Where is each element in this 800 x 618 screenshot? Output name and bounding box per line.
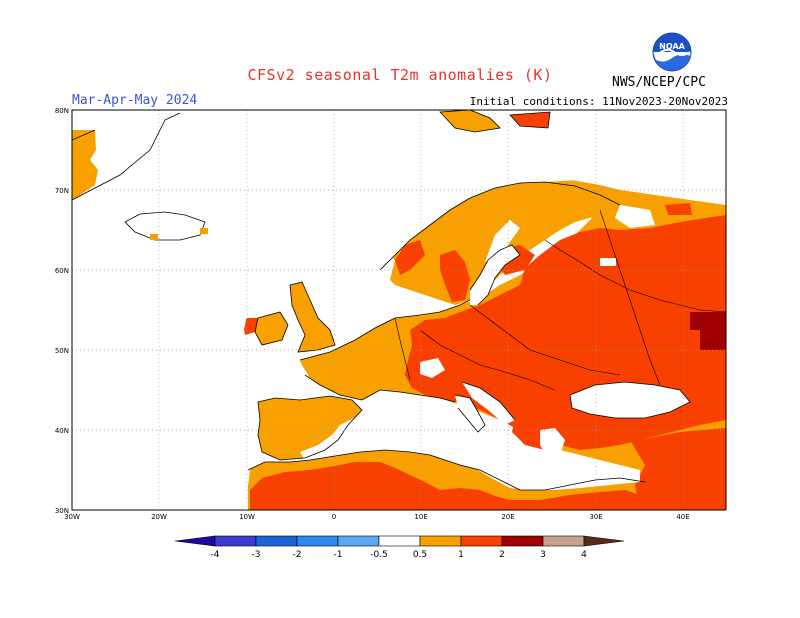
norwegian-sea: [210, 125, 540, 275]
legend-arrow-right: [583, 535, 625, 547]
legend-swatch: [255, 535, 298, 547]
middle-east-red: [630, 438, 726, 510]
lon-labels: 30W 20W 10W 0 10E 20E 30E 40E: [64, 513, 690, 521]
franz-josef: [510, 112, 550, 128]
north-africa-red: [250, 462, 640, 510]
legend-tick: 4: [581, 550, 587, 560]
legend-ticks: -4 -3 -2 -1 -0.5 0.5 1 2 3 4: [211, 550, 588, 560]
atlantic: [72, 250, 255, 510]
lon-label: 0: [332, 513, 336, 521]
adriatic: [462, 382, 515, 425]
map-title: CFSv2 seasonal T2m anomalies (K): [247, 66, 553, 84]
legend-tick: 0.5: [413, 550, 427, 560]
legend-swatch: [214, 535, 257, 547]
lat-label: 80N: [55, 107, 69, 115]
lon-label: 10W: [239, 513, 255, 521]
north-sea: [330, 245, 395, 325]
lat-label: 30N: [55, 507, 69, 515]
lon-label: 30W: [64, 513, 80, 521]
great-britain: [290, 282, 335, 352]
greenland-coast: [72, 112, 181, 201]
lon-label: 20E: [501, 513, 514, 521]
legend-swatch: [378, 535, 421, 547]
black-sea: [570, 382, 690, 418]
lat-label: 60N: [55, 267, 69, 275]
initial-conditions: Initial conditions: 11Nov2023-20Nov2023: [469, 95, 728, 108]
svalbard: [440, 110, 500, 132]
noaa-logo-icon: NOAA: [652, 32, 692, 72]
legend-swatch: [501, 535, 544, 547]
legend-tick: -3: [252, 550, 261, 560]
legend-tick: 2: [499, 550, 505, 560]
barents-sea: [540, 110, 726, 198]
lon-label: 10E: [414, 513, 427, 521]
lat-label: 40N: [55, 427, 69, 435]
iberia: [258, 396, 362, 460]
legend-swatch: [337, 535, 380, 547]
ireland: [255, 312, 288, 345]
legend-colorbar: [174, 535, 625, 547]
lat-label: 50N: [55, 347, 69, 355]
anomaly-1-2-north: [395, 240, 425, 275]
lon-label: 20W: [151, 513, 167, 521]
mediterranean-west: [300, 400, 640, 490]
sea-white-1: [600, 258, 616, 266]
legend-swatch: [419, 535, 462, 547]
greenland: [72, 130, 98, 200]
logo-text: NOAA: [659, 42, 685, 51]
anomaly-1-2-scand: [440, 250, 470, 302]
legend-tick: 1: [458, 550, 464, 560]
gridlines: [72, 110, 726, 510]
ireland-west: [242, 318, 258, 335]
legend-swatch: [542, 535, 585, 547]
agency-label: NWS/NCEP/CPC: [612, 75, 706, 90]
legend-tick: -2: [293, 550, 302, 560]
gulf-of-bothnia: [485, 220, 520, 262]
anomaly-1-2-arctic: [665, 203, 692, 215]
legend-arrow-left: [174, 535, 216, 547]
season-label: Mar-Apr-May 2024: [72, 93, 198, 108]
italy-white: [455, 395, 485, 432]
lon-label: 30E: [589, 513, 602, 521]
aegean: [540, 428, 565, 458]
legend-tick: -1: [334, 550, 343, 560]
baltic-sea: [470, 245, 520, 305]
white-sea: [615, 205, 655, 228]
anomaly-2-3: [690, 312, 726, 350]
bay-of-biscay: [262, 360, 320, 398]
legend-tick: -0.5: [370, 550, 388, 560]
legend-tick: 3: [540, 550, 546, 560]
lat-label: 70N: [55, 187, 69, 195]
lon-label: 40E: [676, 513, 689, 521]
coastlines: [247, 110, 726, 491]
alps-white: [420, 358, 445, 378]
legend-swatch: [296, 535, 339, 547]
legend-swatch: [460, 535, 503, 547]
lat-labels: 80N 70N 60N 50N 40N 30N: [55, 107, 69, 515]
legend-tick: -4: [211, 550, 220, 560]
